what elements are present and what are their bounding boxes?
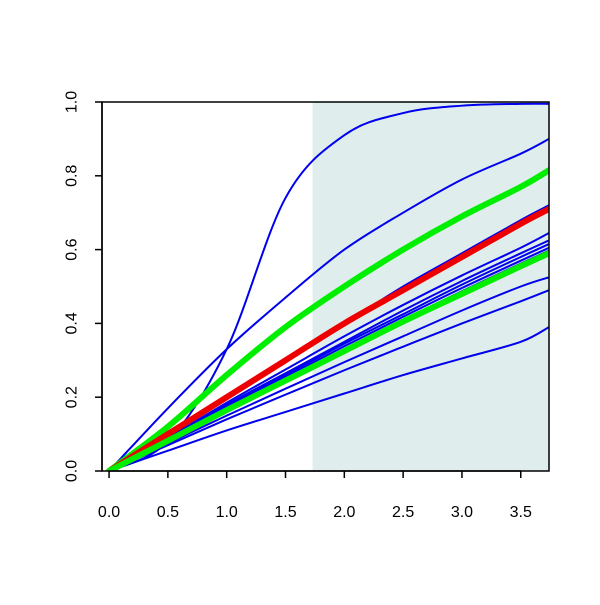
y-tick-label: 0.6 — [64, 238, 81, 260]
y-tick-label: 1.0 — [64, 91, 81, 113]
x-tick-label: 2.5 — [392, 504, 414, 521]
series-line-14 — [108, 326, 549, 471]
series-layer — [106, 102, 549, 471]
plot-frame — [101, 101, 550, 472]
y-tick-label: 0.2 — [64, 386, 81, 408]
y-tick-label: 0.4 — [64, 312, 81, 334]
y-tick-label: 0.8 — [64, 165, 81, 187]
series-line-10 — [106, 206, 549, 471]
x-tick-label: 2.0 — [333, 504, 355, 521]
x-tick-label: 1.0 — [216, 504, 238, 521]
series-line-2 — [108, 137, 549, 471]
x-tick-label: 3.0 — [451, 504, 473, 521]
shaded-region-layer — [312, 102, 549, 471]
x-tick-label: 1.5 — [274, 504, 296, 521]
shaded-region — [312, 102, 549, 471]
series-line-3 — [106, 167, 549, 471]
y-tick-label: 0.0 — [64, 460, 81, 482]
x-tick-label: 3.5 — [510, 504, 532, 521]
x-tick-label: 0.0 — [98, 504, 120, 521]
series-line-11 — [106, 250, 549, 471]
x-tick-label: 0.5 — [157, 504, 179, 521]
series-line-13 — [108, 289, 549, 471]
